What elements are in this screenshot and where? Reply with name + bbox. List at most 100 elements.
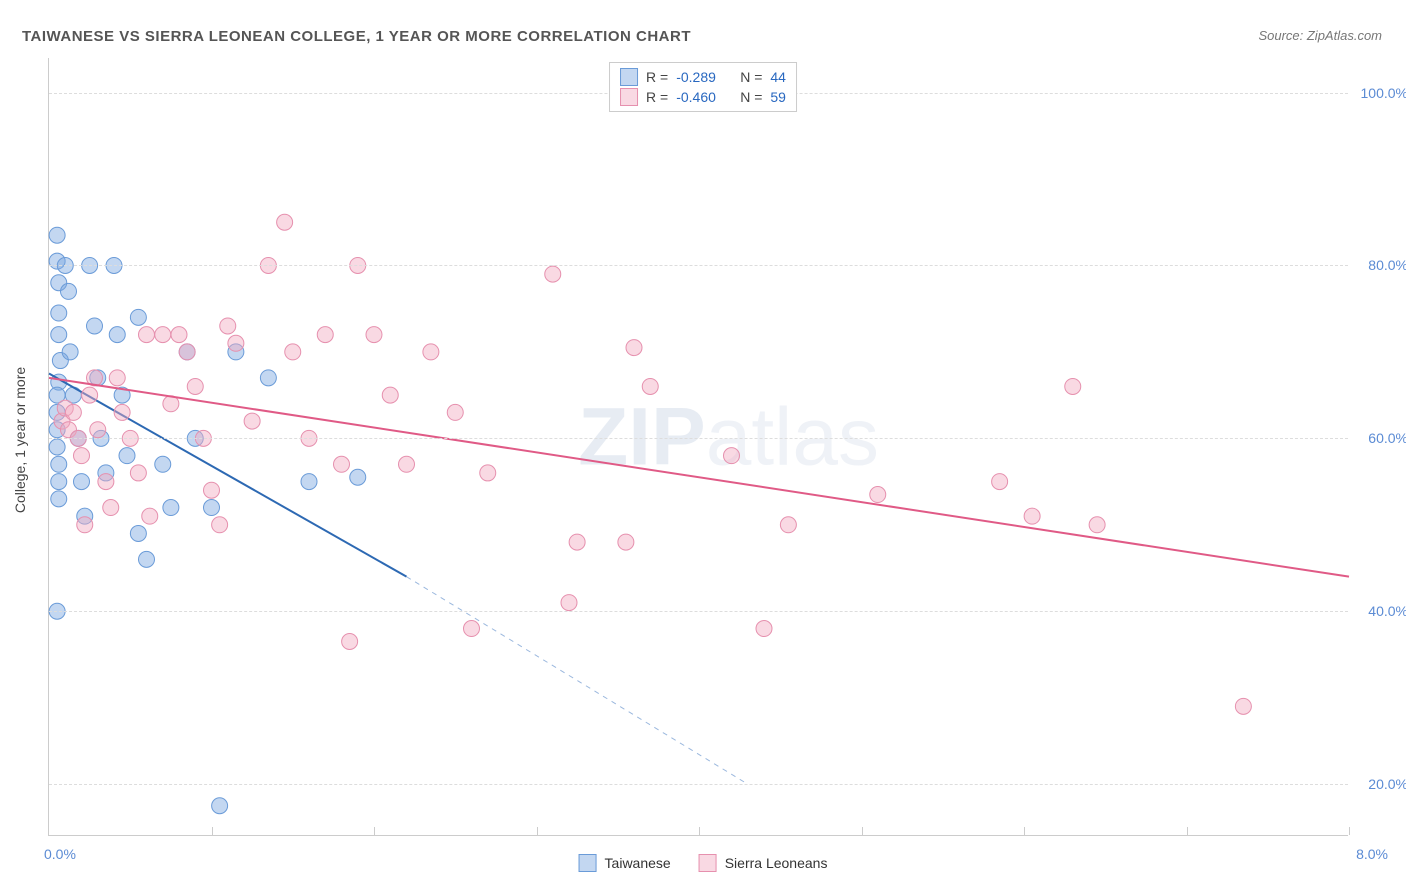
source-attribution: Source: ZipAtlas.com [1258,28,1382,43]
data-point [342,634,358,650]
legend-row: R =-0.289N =44 [620,67,786,87]
gridline [49,611,1348,612]
data-point [51,491,67,507]
data-point [561,595,577,611]
x-tick [374,827,375,835]
data-point [1089,517,1105,533]
data-point [171,327,187,343]
data-point [780,517,796,533]
legend-row: R = -0.460 N = 59 [620,87,786,107]
data-point [992,474,1008,490]
data-point [1024,508,1040,524]
x-min-label: 0.0% [44,846,76,862]
data-point [382,387,398,403]
data-point [77,517,93,533]
data-point [244,413,260,429]
data-point [98,474,114,490]
legend-item: Taiwanese [579,854,671,872]
data-point [179,344,195,360]
data-point [51,327,67,343]
legend-r-value: -0.289 [676,69,732,85]
data-point [1065,378,1081,394]
data-point [61,283,77,299]
trend-line-dashed [407,577,748,784]
plot-area: ZIPatlas 20.0%40.0%60.0%80.0%100.0% [48,58,1348,836]
legend-label: Taiwanese [605,855,671,871]
legend-n-label: N = [740,89,762,105]
data-point [756,621,772,637]
data-point [334,456,350,472]
data-point [399,456,415,472]
scatter-svg [49,58,1348,835]
data-point [139,551,155,567]
data-point [109,327,125,343]
data-point [114,404,130,420]
chart-title: TAIWANESE VS SIERRA LEONEAN COLLEGE, 1 Y… [22,28,691,45]
legend-swatch [620,68,638,86]
data-point [109,370,125,386]
x-max-label: 8.0% [1356,846,1388,862]
x-tick [537,827,538,835]
gridline [49,784,1348,785]
gridline [49,265,1348,266]
data-point [277,214,293,230]
trend-line [49,378,1349,577]
data-point [301,474,317,490]
data-point [82,387,98,403]
data-point [90,422,106,438]
data-point [74,474,90,490]
x-tick [1024,827,1025,835]
data-point [1235,698,1251,714]
y-tick-label: 100.0% [1361,85,1406,101]
y-tick-label: 40.0% [1368,603,1406,619]
data-point [317,327,333,343]
data-point [350,469,366,485]
legend-r-label: R = [646,89,668,105]
legend-n-label: N = [740,69,762,85]
legend-swatch [620,88,638,106]
data-point [447,404,463,420]
legend-series: TaiwaneseSierra Leoneans [579,854,828,872]
y-tick-label: 80.0% [1368,257,1406,273]
data-point [49,227,65,243]
gridline [49,438,1348,439]
data-point [204,482,220,498]
data-point [130,465,146,481]
legend-swatch [699,854,717,872]
legend-n-value: 44 [770,69,786,85]
data-point [155,327,171,343]
data-point [163,500,179,516]
data-point [49,439,65,455]
data-point [569,534,585,550]
data-point [130,525,146,541]
legend-r-value: -0.460 [676,89,732,105]
data-point [642,378,658,394]
data-point [724,448,740,464]
data-point [285,344,301,360]
data-point [51,456,67,472]
x-tick [212,827,213,835]
data-point [480,465,496,481]
data-point [626,340,642,356]
data-point [87,318,103,334]
data-point [142,508,158,524]
data-point [51,474,67,490]
data-point [119,448,135,464]
data-point [103,500,119,516]
data-point [366,327,382,343]
data-point [212,798,228,814]
data-point [220,318,236,334]
data-point [130,309,146,325]
y-tick-label: 60.0% [1368,430,1406,446]
y-tick-label: 20.0% [1368,776,1406,792]
data-point [139,327,155,343]
data-point [204,500,220,516]
legend-n-value: 59 [770,89,786,105]
data-point [228,335,244,351]
data-point [155,456,171,472]
data-point [187,378,203,394]
data-point [618,534,634,550]
data-point [870,487,886,503]
data-point [423,344,439,360]
x-tick [862,827,863,835]
